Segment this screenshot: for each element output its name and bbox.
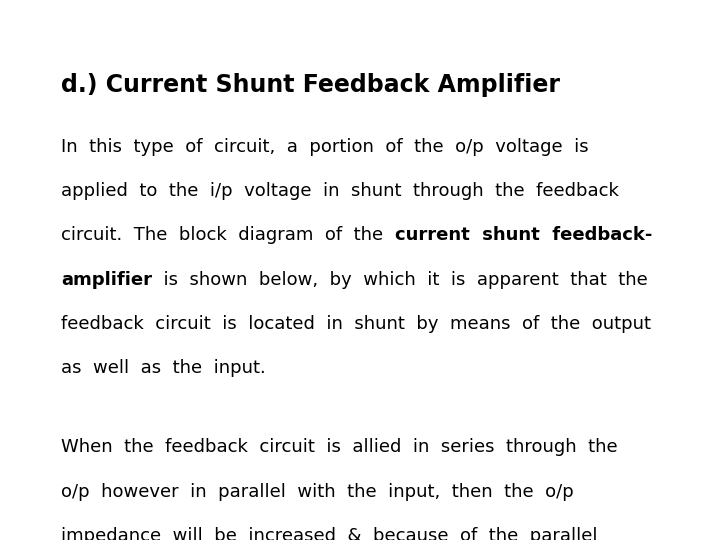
Text: feedback  circuit  is  located  in  shunt  by  means  of  the  output: feedback circuit is located in shunt by …	[61, 315, 651, 333]
Text: amplifier: amplifier	[61, 271, 152, 288]
Text: o/p  however  in  parallel  with  the  input,  then  the  o/p: o/p however in parallel with the input, …	[61, 483, 574, 501]
Text: circuit.  The  block  diagram  of  the: circuit. The block diagram of the	[61, 226, 395, 244]
Text: current  shunt  feedback-: current shunt feedback-	[395, 226, 652, 244]
Text: When  the  feedback  circuit  is  allied  in  series  through  the: When the feedback circuit is allied in s…	[61, 438, 618, 456]
Text: as  well  as  the  input.: as well as the input.	[61, 359, 266, 377]
Text: In  this  type  of  circuit,  a  portion  of  the  o/p  voltage  is: In this type of circuit, a portion of th…	[61, 138, 589, 156]
Text: applied  to  the  i/p  voltage  in  shunt  through  the  feedback: applied to the i/p voltage in shunt thro…	[61, 182, 619, 200]
Text: impedance  will  be  increased  &  because  of  the  parallel: impedance will be increased & because of…	[61, 527, 598, 540]
Text: is  shown  below,  by  which  it  is  apparent  that  the: is shown below, by which it is apparent …	[152, 271, 648, 288]
Text: d.) Current Shunt Feedback Amplifier: d.) Current Shunt Feedback Amplifier	[61, 73, 560, 97]
